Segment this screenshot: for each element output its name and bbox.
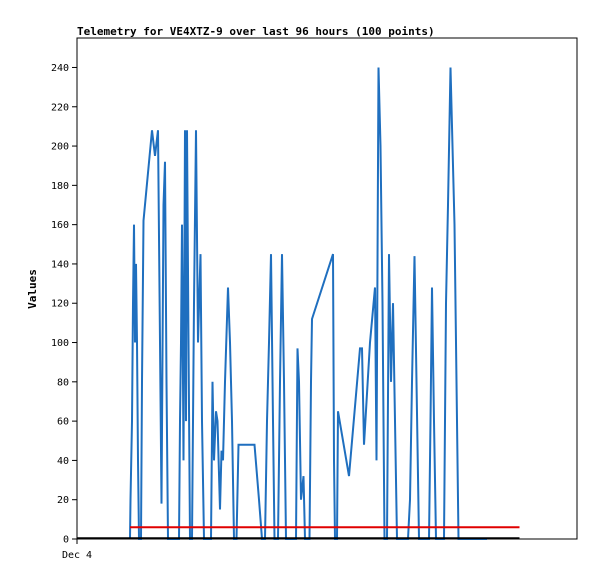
y-tick-label: 240 [51, 63, 69, 74]
x-tick-label: Dec 4 [62, 550, 92, 561]
y-tick-label: 120 [51, 299, 69, 310]
y-tick-label: 200 [51, 142, 69, 153]
series-line-0 [129, 67, 487, 540]
y-tick-label: 0 [63, 535, 69, 546]
y-tick-label: 180 [51, 181, 69, 192]
y-tick-label: 40 [57, 456, 69, 467]
y-axis-label: Values [26, 269, 39, 309]
y-tick-label: 160 [51, 220, 69, 231]
plot-area-frame [76, 37, 578, 540]
y-tick-label: 60 [57, 417, 69, 428]
chart-title: Telemetry for VE4XTZ-9 over last 96 hour… [77, 25, 435, 38]
y-tick-label: 140 [51, 259, 69, 270]
series-layer [77, 67, 520, 540]
y-tick-label: 80 [57, 377, 69, 388]
y-axis: 0 20 40 60 80 100 120 140 160 180 200 220 240 [51, 63, 77, 546]
y-tick-label: 100 [51, 338, 69, 349]
y-tick-label: 20 [57, 495, 69, 506]
y-tick-label: 220 [51, 102, 69, 113]
x-axis: Dec 4 [62, 539, 92, 561]
